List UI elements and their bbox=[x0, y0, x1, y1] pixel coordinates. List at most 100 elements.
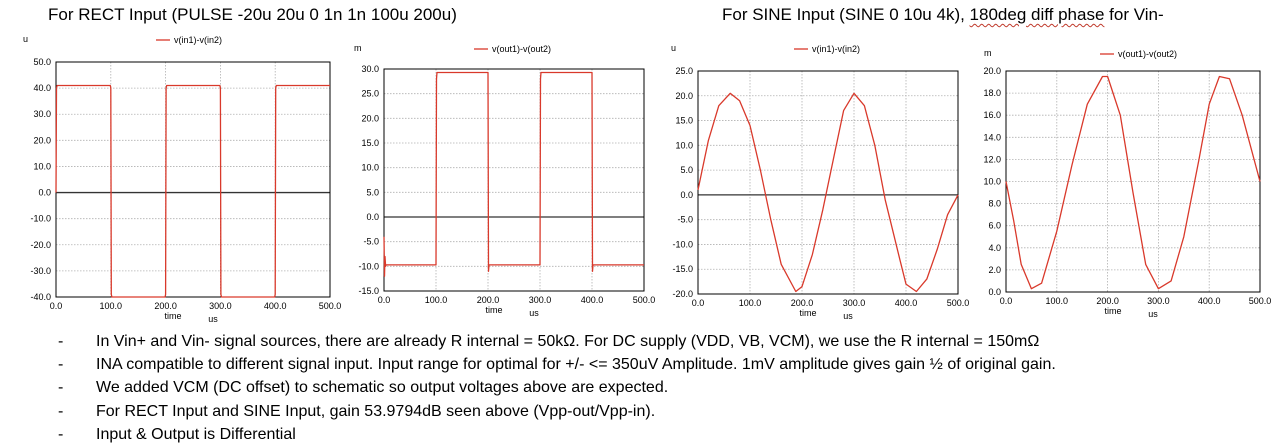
series-line bbox=[1005, 75, 1261, 290]
y-tick-label: -20.0 bbox=[672, 289, 693, 299]
x-tick-label: 400.0 bbox=[895, 298, 918, 308]
y-tick-label: 0.0 bbox=[38, 188, 51, 198]
y-tick-label: -15.0 bbox=[672, 264, 693, 274]
x-unit-label: us bbox=[1148, 309, 1158, 319]
y-tick-label: 0.0 bbox=[680, 190, 693, 200]
y-tick-label: -15.0 bbox=[358, 286, 379, 296]
notes-list: - In Vin+ and Vin- signal sources, there … bbox=[58, 330, 1056, 446]
y-tick-label: 8.0 bbox=[988, 199, 1001, 209]
x-tick-label: 200.0 bbox=[1096, 296, 1119, 306]
y-tick-label: 4.0 bbox=[988, 243, 1001, 253]
sine-output-chart: 20.0 18.0 16.0 14.0 12.0 10.0 8.0 6.0 4.0 2.0 0.00… bbox=[983, 48, 1271, 319]
y-tick-label: 20.0 bbox=[361, 113, 379, 123]
series-line bbox=[383, 71, 644, 277]
series-line bbox=[697, 92, 959, 293]
y-tick-label: 5.0 bbox=[366, 187, 379, 197]
x-axis-label: time bbox=[485, 305, 502, 315]
y-tick-label: -40.0 bbox=[30, 292, 51, 302]
y-tick-label: 6.0 bbox=[988, 221, 1001, 231]
y-tick-label: -10.0 bbox=[30, 214, 51, 224]
legend-label: v(in1)-v(in2) bbox=[174, 35, 222, 45]
note-item: - We added VCM (DC offset) to schematic s… bbox=[58, 376, 1056, 399]
y-tick-label: -5.0 bbox=[677, 215, 693, 225]
x-tick-label: 400.0 bbox=[1198, 296, 1221, 306]
x-axis-label: time bbox=[164, 311, 181, 321]
right-caption-prefix: For SINE Input (SINE 0 10u 4k), bbox=[722, 5, 970, 24]
y-tick-label: 15.0 bbox=[675, 116, 693, 126]
x-tick-label: 200.0 bbox=[791, 298, 814, 308]
y-tick-label: 20.0 bbox=[33, 135, 51, 145]
y-tick-label: 14.0 bbox=[983, 132, 1001, 142]
x-tick-label: 300.0 bbox=[209, 301, 232, 311]
y-tick-label: 10.0 bbox=[33, 161, 51, 171]
y-tick-label: 10.0 bbox=[675, 140, 693, 150]
y-tick-label: 0.0 bbox=[366, 212, 379, 222]
note-text: In Vin+ and Vin- signal sources, there a… bbox=[96, 333, 1040, 350]
x-axis-label: time bbox=[1104, 306, 1121, 316]
legend-label: v(in1)-v(in2) bbox=[812, 44, 860, 54]
x-tick-label: 300.0 bbox=[843, 298, 866, 308]
y-tick-label: 10.0 bbox=[361, 163, 379, 173]
note-bullet: - bbox=[58, 402, 64, 420]
y-tick-label: 40.0 bbox=[33, 83, 51, 93]
x-tick-label: 400.0 bbox=[581, 295, 604, 305]
x-tick-label: 0.0 bbox=[50, 301, 63, 311]
plot-frame bbox=[55, 61, 331, 298]
y-tick-label: -5.0 bbox=[363, 237, 379, 247]
legend-label: v(out1)-v(out2) bbox=[492, 44, 551, 54]
note-item: - In Vin+ and Vin- signal sources, there … bbox=[58, 330, 1056, 353]
x-tick-label: 500.0 bbox=[633, 295, 656, 305]
note-item: - Input & Output is Differential bbox=[58, 423, 1056, 446]
right-caption: For SINE Input (SINE 0 10u 4k), 180deg d… bbox=[722, 5, 1164, 25]
note-text: INA compatible to different signal input… bbox=[96, 356, 1056, 374]
y-tick-label: 20.0 bbox=[675, 91, 693, 101]
note-bullet: - bbox=[58, 379, 64, 397]
y-tick-label: 10.0 bbox=[983, 177, 1001, 187]
x-tick-label: 400.0 bbox=[264, 301, 287, 311]
y-tick-label: 5.0 bbox=[680, 165, 693, 175]
y-tick-label: 15.0 bbox=[361, 138, 379, 148]
x-tick-label: 0.0 bbox=[1000, 296, 1013, 306]
y-tick-label: 50.0 bbox=[33, 57, 51, 67]
series-line bbox=[55, 84, 330, 298]
left-caption: For RECT Input (PULSE -20u 20u 0 1n 1n 1… bbox=[48, 5, 457, 24]
x-tick-label: 100.0 bbox=[100, 301, 123, 311]
y-unit-label: m bbox=[984, 48, 992, 58]
y-tick-label: 2.0 bbox=[988, 265, 1001, 275]
y-tick-label: 12.0 bbox=[983, 154, 1001, 164]
x-tick-label: 300.0 bbox=[1147, 296, 1170, 306]
x-tick-label: 100.0 bbox=[425, 295, 448, 305]
x-unit-label: us bbox=[208, 314, 218, 324]
x-tick-label: 0.0 bbox=[692, 298, 705, 308]
y-tick-label: 25.0 bbox=[361, 89, 379, 99]
note-bullet: - bbox=[58, 356, 64, 374]
note-text: Input & Output is Differential bbox=[96, 425, 296, 443]
x-unit-label: us bbox=[843, 311, 853, 321]
x-tick-label: 500.0 bbox=[1249, 296, 1272, 306]
y-tick-label: -10.0 bbox=[672, 239, 693, 249]
legend-label: v(out1)-v(out2) bbox=[1118, 49, 1177, 59]
x-tick-label: 200.0 bbox=[154, 301, 177, 311]
y-tick-label: -10.0 bbox=[358, 261, 379, 271]
y-tick-label: -20.0 bbox=[30, 240, 51, 250]
x-tick-label: 300.0 bbox=[529, 295, 552, 305]
note-item: - INA compatible to different signal inpu… bbox=[58, 353, 1056, 376]
rect-output-chart: 30.0 25.0 20.0 15.0 10.0 5.0 0.0 -5.0 -10.0 -15.0… bbox=[354, 43, 656, 318]
x-tick-label: 100.0 bbox=[739, 298, 762, 308]
plot-frame bbox=[383, 68, 645, 292]
y-tick-label: 30.0 bbox=[361, 64, 379, 74]
y-tick-label: 25.0 bbox=[675, 66, 693, 76]
y-tick-label: 0.0 bbox=[988, 287, 1001, 297]
x-tick-label: 0.0 bbox=[378, 295, 391, 305]
rect-input-chart: 50.0 40.0 30.0 20.0 10.0 0.0 -10.0 -20.0 -30.0 -4… bbox=[23, 34, 341, 324]
note-text: We added VCM (DC offset) to schematic so… bbox=[96, 379, 669, 397]
x-tick-label: 500.0 bbox=[947, 298, 970, 308]
right-caption-emphasis: 180deg diff phase bbox=[969, 5, 1105, 24]
y-tick-label: -30.0 bbox=[30, 266, 51, 276]
note-bullet: - bbox=[58, 333, 64, 350]
right-caption-suffix: for Vin- bbox=[1104, 5, 1164, 24]
y-unit-label: m bbox=[354, 43, 362, 53]
x-tick-label: 100.0 bbox=[1046, 296, 1069, 306]
y-unit-label: u bbox=[23, 34, 28, 44]
x-tick-label: 500.0 bbox=[319, 301, 342, 311]
